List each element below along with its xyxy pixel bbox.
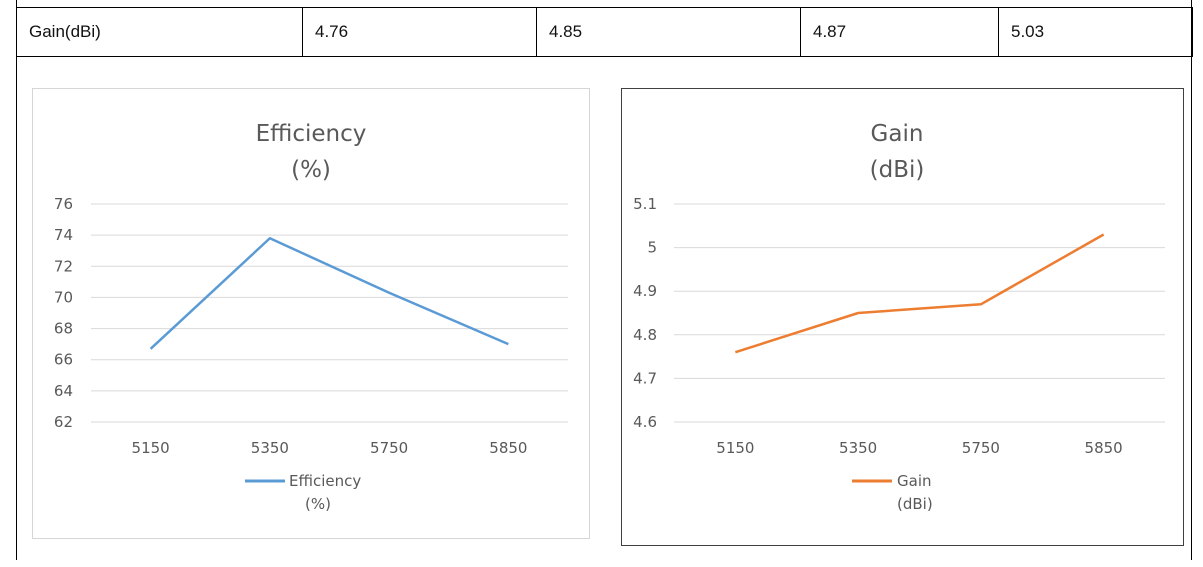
chart-title-line-2: (dBi): [870, 157, 925, 183]
y-tick-label: 5: [647, 239, 657, 257]
chart-title-line-1: Efficiency: [256, 121, 367, 147]
gain-table: Gain(dBi) 4.76 4.85 4.87 5.03: [16, 7, 1193, 57]
table-cell: 5.03: [998, 7, 1193, 57]
x-tick-label: 5350: [839, 439, 877, 457]
efficiency-chart-svg: Efficiency (%) 76 74 72 70 68 66 64 62 5150 5350…: [54, 121, 568, 513]
gain-chart: Gain (dBi) 5.1 5 4.9 4.8 4.7 4.6 5150 5350 5750…: [621, 88, 1184, 546]
x-tick-label: 5750: [962, 439, 1000, 457]
chart-legend: Efficiency (%): [245, 472, 361, 513]
y-tick-label: 66: [54, 351, 73, 369]
y-tick-label: 68: [54, 320, 73, 338]
y-tick-label: 4.8: [633, 326, 657, 344]
x-tick-label: 5150: [132, 439, 170, 457]
x-tick-label: 5350: [251, 439, 289, 457]
legend-label-line-2: (%): [305, 495, 331, 513]
y-tick-label: 70: [54, 288, 73, 306]
chart-title-line-2: (%): [291, 157, 331, 183]
table-cell: 4.76: [302, 7, 537, 57]
table-cell-label: Gain(dBi): [16, 7, 303, 57]
table-cell: 4.85: [536, 7, 801, 57]
efficiency-chart: Efficiency (%) 76 74 72 70 68 66 64 62 5150 5350…: [32, 88, 590, 539]
gain-chart-svg: Gain (dBi) 5.1 5 4.9 4.8 4.7 4.6 5150 5350 5750…: [633, 121, 1165, 513]
table-cell: 4.87: [800, 7, 999, 57]
chart-title-line-1: Gain: [871, 121, 924, 147]
y-tick-label: 74: [54, 226, 73, 244]
x-tick-label: 5850: [1085, 439, 1123, 457]
legend-label-line-2: (dBi): [897, 495, 933, 513]
y-tick-label: 72: [54, 257, 73, 275]
series-line: [734, 233, 1105, 354]
table-row: Gain(dBi) 4.76 4.85 4.87 5.03: [16, 7, 1193, 57]
y-tick-label: 76: [54, 195, 73, 213]
y-tick-label: 62: [54, 413, 73, 431]
legend-label-line-1: Gain: [897, 472, 932, 490]
y-tick-label: 5.1: [633, 195, 657, 213]
series-line: [149, 237, 509, 350]
x-tick-label: 5850: [489, 439, 527, 457]
y-tick-label: 4.9: [633, 282, 657, 300]
y-tick-label: 4.6: [633, 413, 657, 431]
y-tick-label: 4.7: [633, 369, 657, 387]
chart-legend: Gain (dBi): [852, 472, 933, 513]
x-tick-label: 5150: [716, 439, 754, 457]
page-border: [16, 0, 1192, 560]
y-tick-label: 64: [54, 382, 73, 400]
legend-label-line-1: Efficiency: [289, 472, 361, 490]
x-tick-label: 5750: [370, 439, 408, 457]
